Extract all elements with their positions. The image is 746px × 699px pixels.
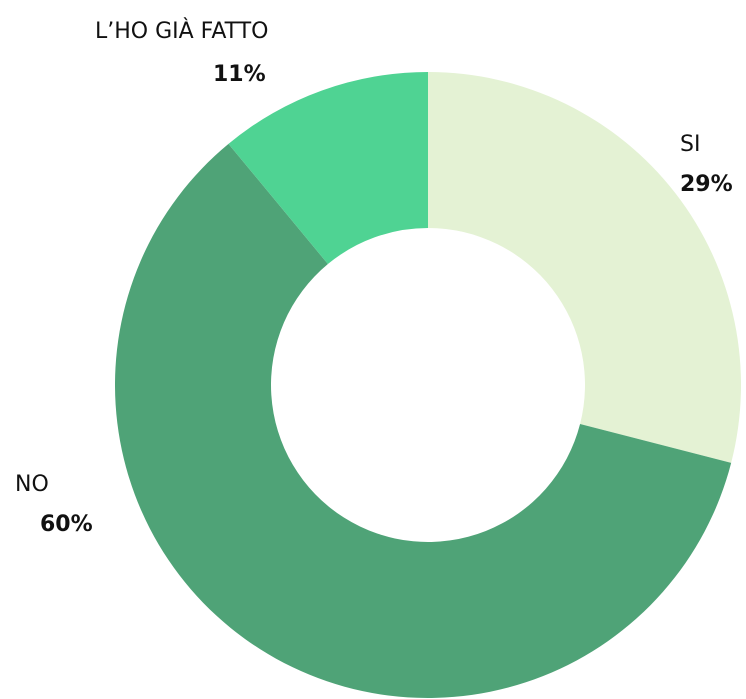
slice-label: NO [15, 472, 49, 497]
donut-slice [228, 72, 428, 265]
donut-slice [428, 72, 741, 463]
slice-label: SI [680, 132, 700, 157]
slice-value-label: 11% [213, 62, 266, 87]
slice-value-label: 60% [40, 512, 93, 537]
donut-slice [115, 143, 732, 699]
slice-label: L’HO GIÀ FATTO [95, 18, 268, 44]
slice-value-label: 29% [680, 172, 733, 197]
